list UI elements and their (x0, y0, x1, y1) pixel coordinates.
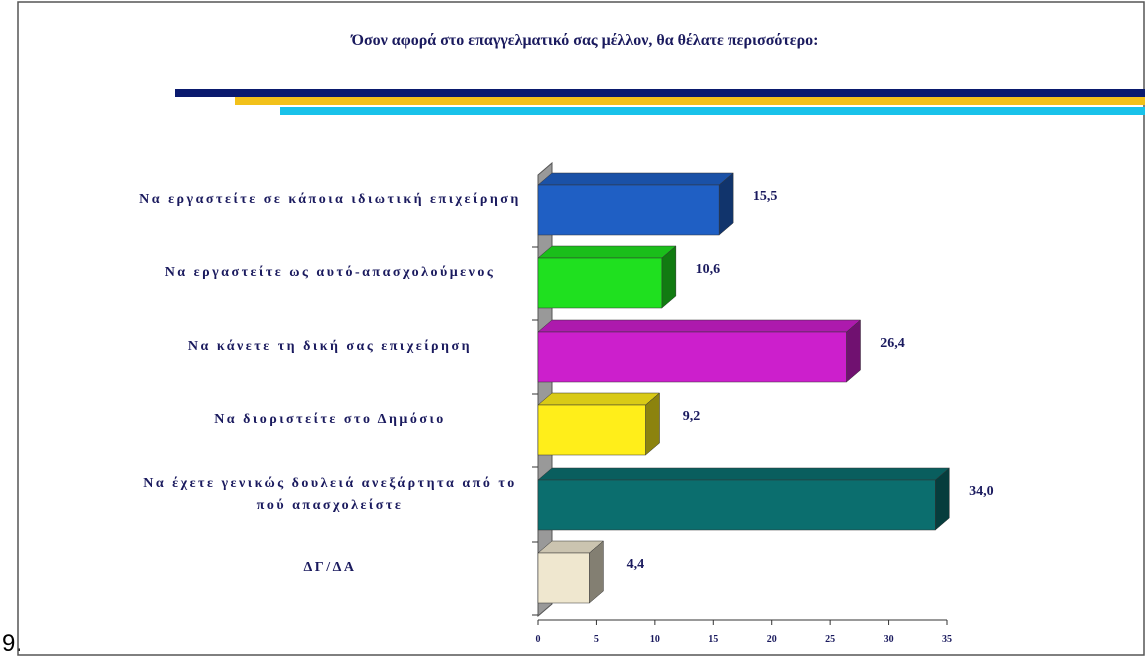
bar-top (537, 172, 734, 186)
x-tick-label: 5 (594, 634, 599, 645)
value-label: 4,4 (627, 557, 645, 572)
value-label: 15,5 (753, 189, 778, 204)
stripe (235, 97, 1145, 105)
frame (17, 1, 1145, 656)
bar-top (537, 319, 862, 333)
value-label: 26,4 (880, 336, 905, 351)
x-tick-label: 0 (536, 634, 541, 645)
bar (537, 479, 936, 531)
item-number: 9. (2, 630, 23, 657)
value-label: 10,6 (696, 262, 721, 277)
y-tick-label: Να κάνετε τη δική σας επιχείρηση (187, 339, 473, 354)
y-tick-label: Να διοριστείτε στο Δημόσιο (214, 412, 446, 427)
chart-title: Όσον αφορά στο επαγγελματικό σας μέλλον,… (350, 32, 819, 49)
y-tick-label: ΔΓ/ΔΑ (303, 560, 357, 575)
y-tick-label: Να εργαστείτε σε κάποια ιδιωτική επιχείρ… (139, 192, 521, 207)
bar (537, 552, 590, 604)
x-tick-label: 25 (825, 634, 835, 645)
x-tick-label: 15 (708, 634, 718, 645)
stripe (175, 89, 1145, 97)
bar (537, 184, 720, 236)
y-tick-label: Να εργαστείτε ως αυτό-απασχολούμενος (164, 265, 496, 280)
value-label: 9,2 (683, 409, 701, 424)
stripe (280, 107, 1145, 115)
bar-top (537, 392, 661, 406)
bar (537, 404, 646, 456)
value-label: 34,0 (969, 484, 994, 499)
bar-top (537, 467, 950, 481)
bar (537, 257, 663, 309)
bar (537, 331, 847, 383)
y-tick-label: Να έχετε γενικώς δουλειά ανεξάρτητα από … (143, 476, 517, 513)
x-tick-label: 30 (884, 634, 894, 645)
bar-top (537, 245, 677, 259)
x-tick-label: 35 (942, 634, 952, 645)
x-tick-label: 20 (767, 634, 777, 645)
x-tick-label: 10 (650, 634, 660, 645)
